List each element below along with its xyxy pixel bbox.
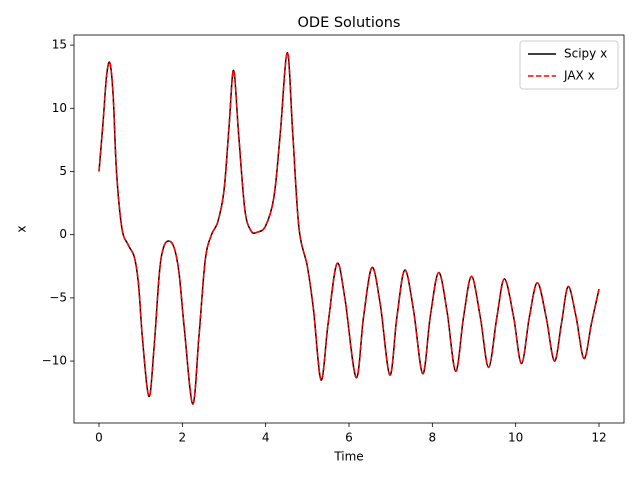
x-axis-label: Time — [333, 450, 363, 464]
data-line — [98, 51, 600, 405]
legend-label: JAX x — [563, 69, 595, 83]
x-tick-label: 6 — [345, 431, 353, 445]
x-tick-label: 8 — [429, 431, 437, 445]
y-tick-label: 10 — [52, 101, 67, 115]
plot-frame — [73, 34, 625, 424]
x-tick-label: 2 — [179, 431, 187, 445]
y-axis-label: x — [15, 225, 29, 232]
y-tick-label: 15 — [52, 38, 67, 52]
x-tick-label: 0 — [95, 431, 103, 445]
legend-box — [519, 40, 619, 90]
x-tick-label: 4 — [262, 431, 270, 445]
y-tick-label: 0 — [59, 227, 67, 241]
x-tick-label: 12 — [591, 431, 606, 445]
y-tick-label: 5 — [59, 164, 67, 178]
chart-title: ODE Solutions — [298, 15, 401, 31]
y-tick-label: −5 — [49, 290, 67, 304]
legend: Scipy x JAX x — [519, 40, 619, 90]
x-tick-label: 10 — [508, 431, 523, 445]
y-tick-label: −10 — [42, 354, 67, 368]
legend-label: Scipy x — [564, 47, 607, 61]
